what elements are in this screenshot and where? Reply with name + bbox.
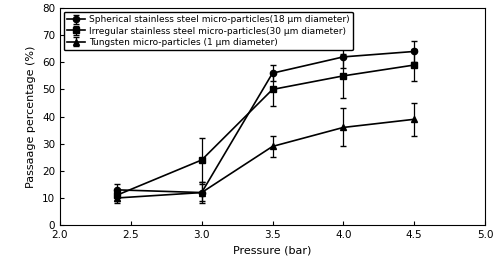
- X-axis label: Pressure (bar): Pressure (bar): [234, 245, 312, 255]
- Y-axis label: Passaage percentage (%): Passaage percentage (%): [26, 45, 36, 188]
- Legend: Spherical stainless steel micro-particles(18 μm diameter), Irregular stainless s: Spherical stainless steel micro-particle…: [64, 12, 353, 50]
